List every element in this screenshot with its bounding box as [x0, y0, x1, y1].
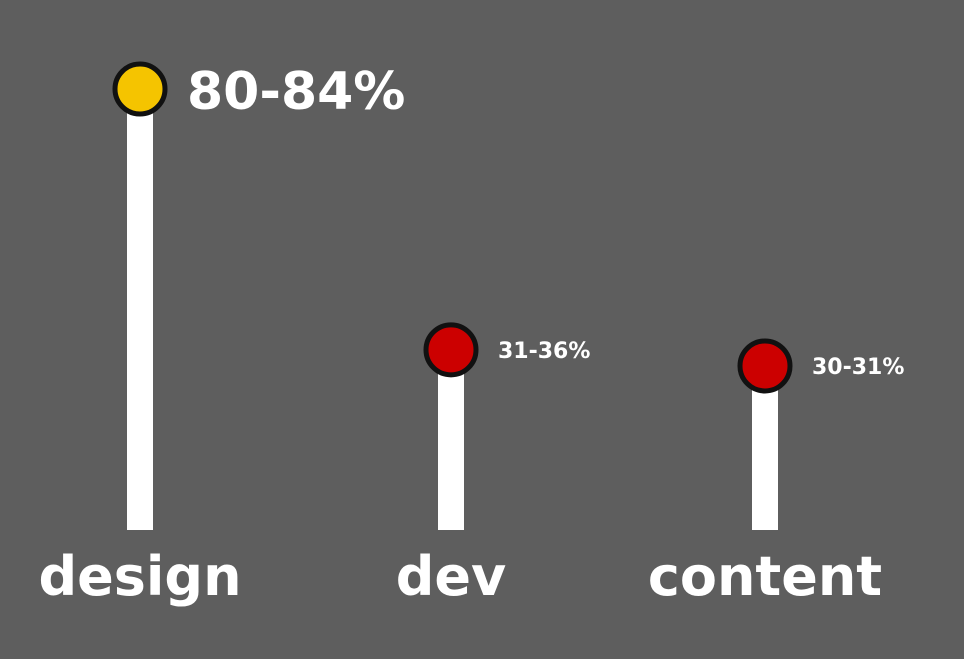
marker-design — [112, 61, 168, 117]
stem-design — [127, 89, 153, 530]
value-label-design: 80-84% — [187, 62, 405, 122]
marker-dev — [423, 322, 479, 378]
category-label-dev: dev — [396, 545, 506, 608]
category-label-design: design — [38, 545, 241, 608]
marker-content — [737, 338, 793, 394]
category-label-content: content — [648, 545, 882, 608]
stem-dev — [438, 349, 464, 530]
value-label-dev: 31-36% — [498, 339, 590, 364]
value-label-content: 30-31% — [812, 355, 904, 380]
